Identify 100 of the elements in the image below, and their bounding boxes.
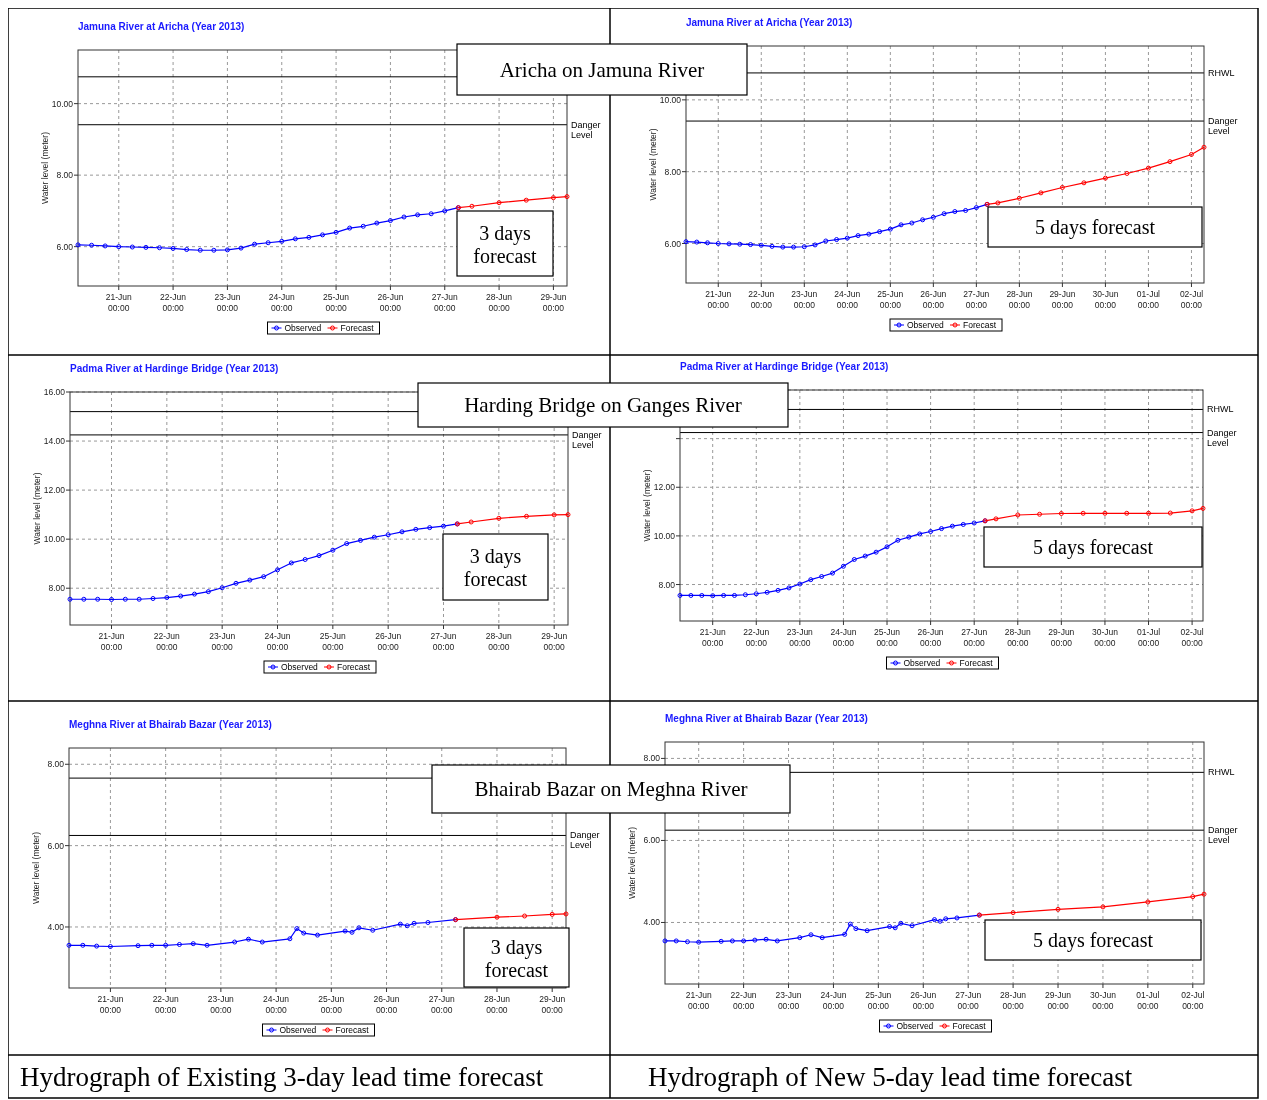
chart-title: Meghna River at Bhairab Bazar (Year 2013) [665,713,868,724]
x-tick-label: 28-Jun 00:00 [486,292,513,313]
y-tick-label: 10.00 [43,534,66,545]
legend-label: Observed [903,658,941,668]
x-tick-label: 25-Jun 00:00 [318,994,345,1015]
x-tick-label: 27-Jun 00:00 [428,994,456,1015]
x-tick-label: 29-Jun 00:00 [1049,289,1076,310]
y-tick-label: 6.00 [56,241,74,252]
x-tick-label: 21-Jun 00:00 [699,627,726,648]
x-tick-label: 21-Jun 00:00 [705,289,732,310]
chart-title: Jamuna River at Aricha (Year 2013) [78,21,245,32]
y-tick-label: 8.00 [47,759,65,770]
x-tick-label: 02-Jul 00:00 [1181,990,1205,1011]
text-box: Bhairab Bazar on Meghna River [431,764,791,814]
x-tick-label: 28-Jun 00:00 [485,631,513,652]
text: Hydrograph of Existing 3-day lead time forecast [20,1062,544,1092]
y-tick-label: 8.00 [643,753,661,764]
ref-line-label: Danger Level [1208,825,1238,846]
x-tick-label: 23-Jun 00:00 [775,990,802,1011]
x-tick-label: 27-Jun 00:00 [431,292,459,313]
x-tick-label: 21-Jun 00:00 [98,631,125,652]
ref-line-label: Danger Level [570,830,600,851]
annotation: 5 days forecast [1033,536,1154,559]
annotation: 3 days forecast [463,545,528,590]
x-tick-label: 30-Jun 00:00 [1092,289,1119,310]
y-axis-title: Water level (meter) [31,831,41,904]
annotation: 5 days forecast [1033,929,1154,952]
x-tick-label: 22-Jun 00:00 [743,627,770,648]
x-tick-label: 22-Jun 00:00 [748,289,775,310]
annotation: Bhairab Bazar on Meghna River [474,777,748,801]
y-tick-label: 4.00 [643,917,661,928]
ref-line-label: Danger Level [1207,427,1237,448]
x-tick-label: 22-Jun 00:00 [153,631,181,652]
y-tick-label: 8.00 [56,170,74,181]
text-box: 3 days forecast [456,210,554,277]
x-tick-label: 24-Jun 00:00 [830,627,857,648]
x-tick-label: 27-Jun 00:00 [961,627,988,648]
ref-line-label: Danger Level [571,119,601,140]
y-axis-title: Water level (meter) [627,826,637,899]
text: Hydrograph of New 5-day lead time forecast [648,1062,1133,1092]
x-tick-label: 21-Jun 00:00 [97,994,124,1015]
y-axis-title: Water level (meter) [648,128,658,201]
x-tick-label: 26-Jun 00:00 [373,994,400,1015]
x-tick-label: 22-Jun 00:00 [152,994,179,1015]
chart-title: Meghna River at Bhairab Bazar (Year 2013) [69,719,272,730]
legend-label: Forecast [337,662,371,672]
text-box: 3 days forecast [463,927,570,988]
x-tick-label: 28-Jun 00:00 [1006,289,1033,310]
y-tick-label: 6.00 [664,238,682,249]
x-tick-label: 25-Jun 00:00 [874,627,901,648]
x-tick-label: 24-Jun 00:00 [264,631,291,652]
x-tick-label: 30-Jun 00:00 [1091,627,1119,648]
x-tick-label: 02-Jul 00:00 [1179,289,1204,310]
legend-label: Observed [907,320,945,330]
y-axis-title: Water level (meter) [40,131,50,204]
annotation: 3 days forecast [473,221,538,267]
x-tick-label: 01-Jul 00:00 [1136,990,1160,1011]
y-tick-label: 4.00 [47,921,65,932]
x-tick-label: 24-Jun 00:00 [268,292,296,313]
annotation: 5 days forecast [1035,216,1156,239]
x-tick-label: 26-Jun 00:00 [375,631,402,652]
x-tick-label: 24-Jun 00:00 [263,994,290,1015]
x-tick-label: 22-Jun 00:00 [160,292,187,313]
x-tick-label: 02-Jul 00:00 [1180,627,1204,648]
ref-line-label: Danger Level [572,429,602,450]
legend-label: Forecast [340,323,375,333]
x-tick-label: 21-Jun 00:00 [685,990,712,1011]
x-tick-label: 23-Jun 00:00 [791,289,818,310]
legend-label: Forecast [963,320,997,330]
ref-line-label: RHWL [1208,767,1235,778]
x-tick-label: 30-Jun 00:00 [1089,990,1117,1011]
y-tick-label: 10.00 [653,530,676,541]
legend-label: Observed [284,323,322,333]
x-tick-label: 29-Jun 00:00 [541,631,568,652]
x-tick-label: 29-Jun 00:00 [539,994,566,1015]
x-tick-label: 22-Jun 00:00 [730,990,757,1011]
x-tick-label: 23-Jun 00:00 [209,631,236,652]
annotation: 3 days forecast [484,935,549,981]
y-tick-label: 12.00 [43,485,66,496]
y-tick-label: 14.00 [43,436,66,447]
chart-title: Padma River at Hardinge Bridge (Year 2013) [70,363,279,374]
x-tick-label: 25-Jun 00:00 [865,990,892,1011]
x-tick-label: 25-Jun 00:00 [877,289,904,310]
x-tick-label: 26-Jun 00:00 [910,990,937,1011]
y-tick-label: 16.00 [43,387,66,397]
legend-label: Forecast [952,1021,987,1031]
x-tick-label: 27-Jun 00:00 [955,990,982,1011]
text-box: 5 days forecast [987,206,1203,248]
x-tick-label: 23-Jun 00:00 [214,292,241,313]
legend-label: Observed [281,662,319,672]
y-tick-label: 6.00 [643,835,661,846]
x-tick-label: 28-Jun 00:00 [1000,990,1027,1011]
text-box: Aricha on Jamuna River [456,43,748,96]
y-axis-title: Water level (meter) [32,472,42,545]
x-tick-label: 01-Jul 00:00 [1136,289,1161,310]
x-tick-label: 27-Jun 00:00 [430,631,457,652]
legend-label: Observed [896,1021,934,1031]
x-tick-label: 24-Jun 00:00 [834,289,861,310]
x-tick-label: 26-Jun 00:00 [377,292,404,313]
y-tick-label: 10.00 [51,98,74,109]
